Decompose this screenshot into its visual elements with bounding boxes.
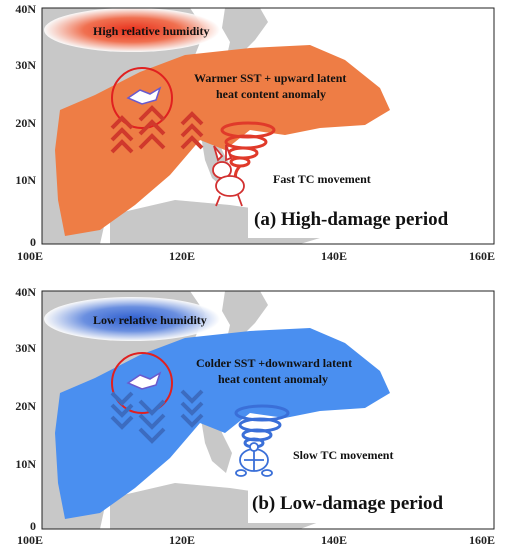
- downward-arrows: [110, 389, 204, 444]
- humidity-label: Low relative humidity: [93, 313, 207, 327]
- sst-label-line1: Colder SST +downward latent: [196, 356, 353, 370]
- panel-b-map: [41, 290, 495, 530]
- region-marker-icon: [126, 86, 162, 105]
- sst-label-line1: Warmer SST + upward latent: [194, 71, 347, 85]
- y-tick: 20N: [15, 399, 36, 413]
- upward-arrows: [110, 105, 204, 154]
- humidity-ellipse: [44, 297, 220, 341]
- rabbit-icon: [212, 144, 245, 207]
- turtle-icon: [235, 442, 273, 477]
- x-tick: 160E: [468, 249, 496, 263]
- title-box-bg: [248, 204, 488, 238]
- focus-circle: [111, 67, 173, 129]
- x-tick: 140E: [320, 249, 348, 263]
- japan-landmass: [222, 291, 268, 343]
- y-tick: 0: [30, 519, 36, 533]
- philippines-landmass: [200, 411, 232, 473]
- panel-title: (b) Low-damage period: [252, 493, 444, 514]
- humidity-ellipse: [44, 8, 220, 52]
- x-tick: 120E: [168, 249, 196, 263]
- y-tick: 40N: [15, 2, 36, 16]
- japan-landmass: [222, 8, 268, 60]
- x-tick: 100E: [16, 533, 44, 547]
- y-tick: 10N: [15, 457, 36, 471]
- tc-movement-label: Slow TC movement: [293, 448, 394, 462]
- panel-a: High relative humidity Warmer SST + upwa…: [15, 2, 496, 263]
- axis-frame: [41, 290, 495, 530]
- y-tick: 40N: [15, 285, 36, 299]
- x-tick: 120E: [168, 533, 196, 547]
- y-tick: 20N: [15, 116, 36, 130]
- sst-label-line2: heat content anomaly: [218, 372, 328, 386]
- panel-a-map: [41, 7, 495, 245]
- x-tick: 160E: [468, 533, 496, 547]
- panel-title: (a) High-damage period: [254, 209, 449, 230]
- region-marker-icon: [126, 371, 162, 390]
- x-tick: 100E: [16, 249, 44, 263]
- y-tick: 30N: [15, 341, 36, 355]
- x-tick: 140E: [320, 533, 348, 547]
- y-tick: 30N: [15, 58, 36, 72]
- tc-movement-label: Fast TC movement: [273, 172, 371, 186]
- axis-frame: [41, 7, 495, 245]
- y-tick: 0: [30, 235, 36, 249]
- title-box-bg: [248, 487, 488, 523]
- typhoon-icon: [234, 404, 290, 449]
- panel-b: Low relative humidity Colder SST +downwa…: [0, 275, 512, 550]
- sst-label-line2: heat content anomaly: [216, 87, 326, 101]
- humidity-label: High relative humidity: [93, 24, 210, 38]
- focus-circle: [111, 352, 173, 414]
- y-tick: 10N: [15, 173, 36, 187]
